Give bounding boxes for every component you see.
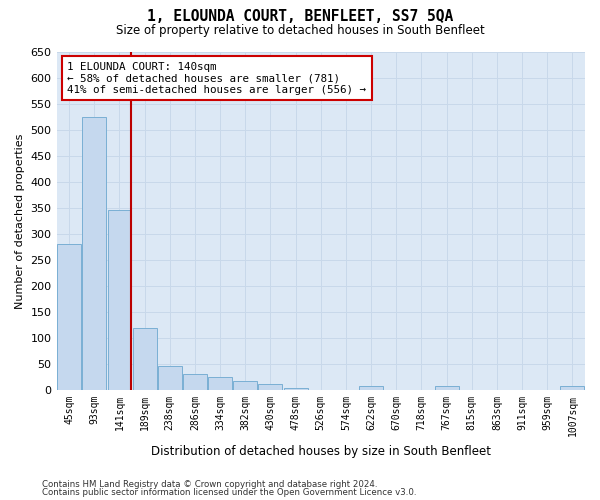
Text: Size of property relative to detached houses in South Benfleet: Size of property relative to detached ho… — [116, 24, 484, 37]
Bar — [158, 366, 182, 390]
Bar — [183, 374, 207, 390]
Bar — [259, 384, 283, 390]
Text: 1, ELOUNDA COURT, BENFLEET, SS7 5QA: 1, ELOUNDA COURT, BENFLEET, SS7 5QA — [147, 9, 453, 24]
Bar — [208, 377, 232, 390]
Text: Contains public sector information licensed under the Open Government Licence v3: Contains public sector information licen… — [42, 488, 416, 497]
Bar — [133, 328, 157, 390]
Text: Contains HM Land Registry data © Crown copyright and database right 2024.: Contains HM Land Registry data © Crown c… — [42, 480, 377, 489]
Bar — [82, 116, 106, 390]
Bar — [107, 210, 131, 390]
Y-axis label: Number of detached properties: Number of detached properties — [15, 133, 25, 308]
Bar — [284, 388, 308, 390]
Bar — [434, 386, 458, 390]
Bar — [233, 381, 257, 390]
Text: 1 ELOUNDA COURT: 140sqm
← 58% of detached houses are smaller (781)
41% of semi-d: 1 ELOUNDA COURT: 140sqm ← 58% of detache… — [67, 62, 366, 95]
Bar — [359, 386, 383, 390]
X-axis label: Distribution of detached houses by size in South Benfleet: Distribution of detached houses by size … — [151, 444, 491, 458]
Bar — [57, 244, 81, 390]
Bar — [560, 386, 584, 390]
